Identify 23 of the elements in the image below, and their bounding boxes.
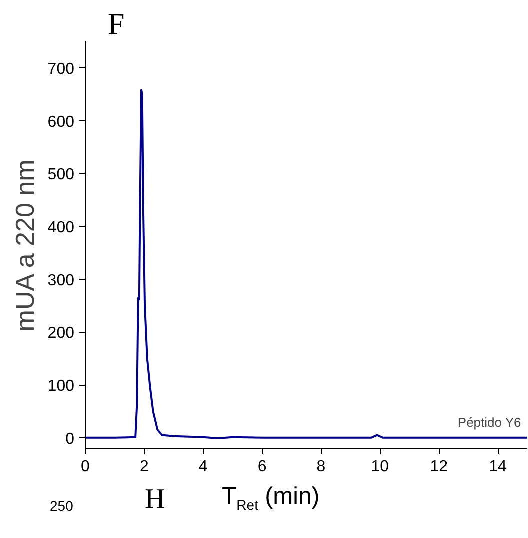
series-label: Péptido Y6 [458,414,522,430]
x-tick-label: 6 [258,458,267,476]
x-tick-label: 8 [316,458,326,476]
y-tick-label: 700 [48,60,75,78]
x-tick-label: 14 [489,458,508,476]
text: F [108,7,125,43]
y-tick-label: 500 [48,166,75,184]
x-tick-label: 10 [371,458,390,476]
line-series [86,89,528,440]
x-tick-label: 0 [81,458,90,476]
y-axis-title: mUA a 220 nm [10,160,40,332]
y-tick-label: 600 [48,114,75,131]
text: 250 [50,497,74,516]
y-tick-label: 0 [66,430,75,448]
y-tick-label: 400 [48,220,75,236]
x-tick-label: 2 [140,458,149,476]
y-tick-label: 200 [48,325,75,342]
y-tick-label: 100 [48,378,75,396]
text: H [145,483,166,517]
x-tick-label: 12 [430,458,448,476]
y-tick-label: 300 [48,272,75,290]
x-tick-label: 4 [198,458,208,476]
x-axis-title: T$_{Ret}$ (min) [222,482,320,515]
